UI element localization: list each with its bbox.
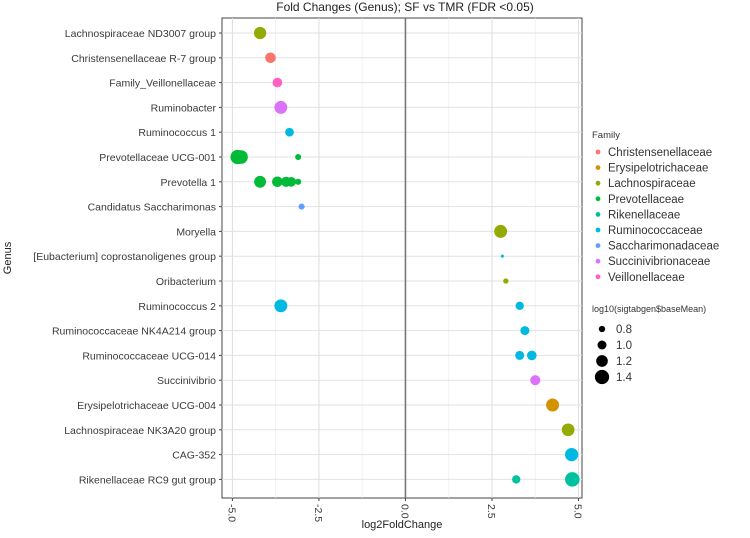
data-points: [230, 26, 580, 487]
size-legend-circle: [594, 369, 610, 385]
data-point: [253, 26, 267, 40]
family-legend-label: Veillonellaceae: [608, 272, 685, 284]
x-tick-label: -5.0: [225, 504, 237, 522]
size-legend-circle: [598, 325, 606, 333]
data-point: [520, 326, 530, 336]
family-legend-label: Prevotellaceae: [608, 194, 684, 206]
family-legend-label: Lachnospiraceae: [608, 178, 696, 190]
genus-label: Succinivibrio: [157, 375, 216, 387]
genus-label: Erysipelotrichaceae UCG-004: [77, 400, 216, 412]
x-axis-label: log2FoldChange: [362, 519, 443, 531]
family-legend-swatch: [595, 227, 601, 233]
family-legend-title: Family: [592, 130, 620, 141]
size-legend-label: 1.2: [616, 356, 632, 368]
genus-label: Moryella: [176, 226, 216, 238]
data-point: [515, 350, 525, 360]
family-legend-label: Christensenellaceae: [608, 147, 712, 159]
family-legend-label: Erysipelotrichaceae: [608, 163, 708, 175]
genus-label: Christensenellaceae R-7 group: [71, 53, 216, 65]
data-point: [526, 350, 537, 361]
family-legend: Family Christensenellaceae Erysipelotricha…: [592, 130, 719, 284]
data-point: [494, 224, 508, 238]
data-point: [272, 176, 283, 188]
data-point: [295, 178, 302, 185]
x-tick-labels: -5.0 -2.5 0.0 2.5 5.0: [225, 498, 584, 522]
data-point: [512, 475, 521, 484]
genus-label: [Eubacterium] coprostanoligenes group: [33, 251, 216, 263]
size-legend: log10(sigtabgen$baseMean) 0.8 1.0 1.2 1.4: [592, 304, 706, 385]
data-point: [503, 278, 509, 284]
family-legend-swatch: [595, 196, 601, 202]
x-tick-label: 2.5: [485, 504, 497, 519]
genus-label: Lachnospiraceae ND3007 group: [65, 28, 216, 40]
size-legend-label: 1.0: [616, 340, 632, 352]
data-point: [565, 447, 579, 462]
x-tick-label: 5.0: [572, 504, 584, 519]
genus-label: Prevotellaceae UCG-001: [99, 152, 216, 164]
size-legend-title: log10(sigtabgen$baseMean): [592, 304, 706, 314]
size-legend-label: 1.4: [616, 372, 633, 384]
data-point: [565, 472, 580, 487]
data-point: [234, 150, 248, 164]
plot-panel: [221, 17, 583, 499]
genus-label: CAG-352: [172, 450, 216, 462]
data-point: [254, 175, 267, 188]
family-legend-label: Saccharimonadaceae: [608, 241, 719, 253]
data-point: [286, 176, 297, 187]
genus-tick-labels: Lachnospiraceae ND3007 group Christensene…: [33, 28, 222, 486]
genus-label: Ruminobacter: [151, 102, 217, 114]
data-point: [515, 301, 524, 310]
size-legend-circle: [596, 355, 608, 367]
genus-label: Lachnospiraceae NK3A20 group: [64, 425, 216, 437]
x-tick-label: 0.0: [398, 504, 410, 519]
family-legend-swatch: [595, 212, 601, 217]
genus-label: Prevotella 1: [161, 177, 217, 189]
family-legend-swatch: [595, 243, 601, 249]
family-legend-swatch: [595, 165, 601, 171]
genus-label: Rikenellaceae RC9 gut group: [79, 474, 216, 486]
data-point: [295, 153, 302, 161]
genus-label: Ruminococcus 1: [138, 127, 216, 139]
x-tick-label: -2.5: [312, 504, 324, 522]
size-legend-label: 0.8: [616, 324, 632, 336]
family-legend-swatch: [595, 180, 601, 186]
data-point: [298, 203, 305, 210]
family-legend-swatch: [595, 274, 601, 280]
genus-label: Candidatus Saccharimonas: [88, 202, 216, 214]
data-point: [546, 398, 560, 412]
family-legend-swatch: [595, 149, 601, 155]
genus-label: Ruminococcaceae NK4A214 group: [52, 326, 216, 338]
chart-title: Fold Changes (Genus); SF vs TMR (FDR <0.…: [276, 0, 534, 14]
genus-label: Ruminococcaceae UCG-014: [82, 350, 216, 362]
genus-label: Family_Veillonellaceae: [109, 78, 216, 90]
data-point: [274, 100, 288, 114]
size-legend-circle: [597, 340, 607, 350]
family-legend-label: Succinivibrionaceae: [608, 256, 710, 268]
data-point: [272, 77, 283, 88]
data-point: [530, 375, 541, 386]
family-legend-label: Rikenellaceae: [608, 209, 680, 221]
data-point: [274, 299, 288, 313]
y-axis-label: Genus: [2, 241, 14, 274]
data-point: [285, 127, 294, 137]
family-legend-swatch: [595, 258, 601, 264]
genus-label: Ruminococcus 2: [138, 301, 216, 313]
data-point: [500, 254, 504, 258]
data-point: [265, 52, 276, 64]
data-point: [561, 423, 575, 437]
family-legend-label: Ruminococcaceae: [608, 225, 703, 237]
genus-label: Oribacterium: [156, 276, 216, 288]
